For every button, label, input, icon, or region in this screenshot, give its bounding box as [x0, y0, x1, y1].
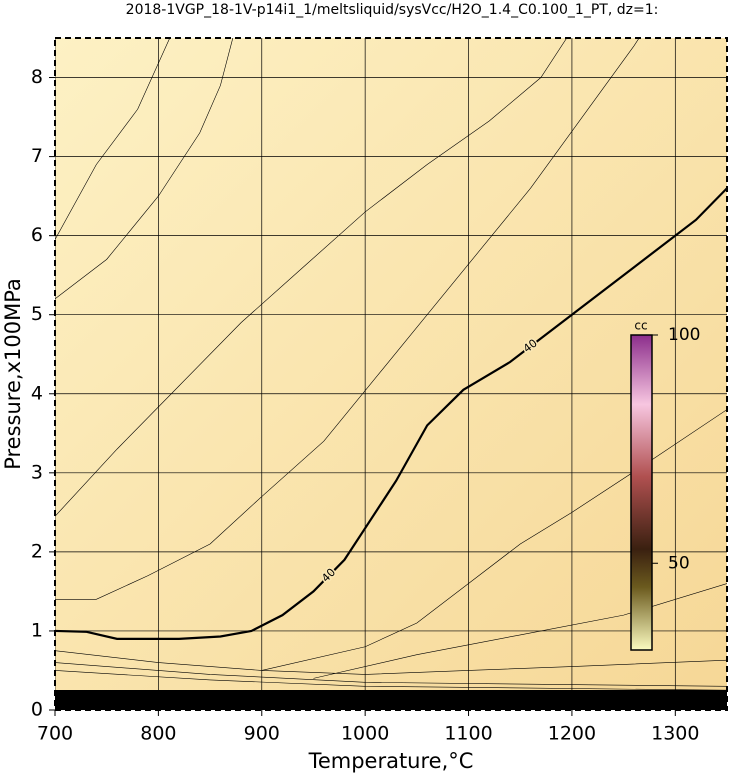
y-tick-label: 7 [31, 145, 43, 167]
contour-line [55, 670, 727, 691]
colorbar-tick-label: 100 [668, 325, 700, 345]
x-tick-label: 700 [37, 723, 73, 745]
x-tick-label: 1000 [341, 723, 389, 745]
x-tick-label: 1100 [444, 723, 492, 745]
y-tick-label: 4 [31, 382, 43, 404]
x-tick-label: 1300 [651, 723, 699, 745]
x-axis-label: Temperature,°C [308, 749, 474, 773]
x-tick-label: 800 [140, 723, 176, 745]
contour-line [313, 583, 727, 679]
y-tick-label: 0 [31, 699, 43, 721]
y-tick-label: 6 [31, 224, 43, 246]
y-tick-label: 3 [31, 461, 43, 483]
plot-frame [54, 37, 728, 711]
x-tick-label: 900 [244, 723, 280, 745]
contour-line [55, 38, 234, 300]
colorbar: cc 50 100 [630, 319, 700, 651]
colorbar-title: cc [634, 319, 647, 333]
y-axis-label: Pressure,x100MPa [1, 278, 25, 470]
chart-title: 2018-1VGP_18-1V-p14i1_1/meltsliquid/sysV… [126, 2, 659, 18]
y-tick-label: 5 [31, 303, 43, 325]
colorbar-scale [630, 334, 653, 651]
dense-contours [55, 690, 727, 710]
y-tick-label: 8 [31, 66, 43, 88]
y-tick-label: 2 [31, 540, 43, 562]
contour-line [55, 38, 568, 517]
contour-line [55, 662, 727, 687]
contour-line [55, 650, 727, 675]
colorbar-tick-label: 50 [668, 553, 690, 573]
contour-line [55, 38, 171, 240]
y-tick-label: 1 [31, 619, 43, 641]
contour-line [55, 38, 640, 600]
x-tick-label: 1200 [548, 723, 596, 745]
contour-line [55, 187, 727, 640]
plot-background [55, 38, 727, 710]
